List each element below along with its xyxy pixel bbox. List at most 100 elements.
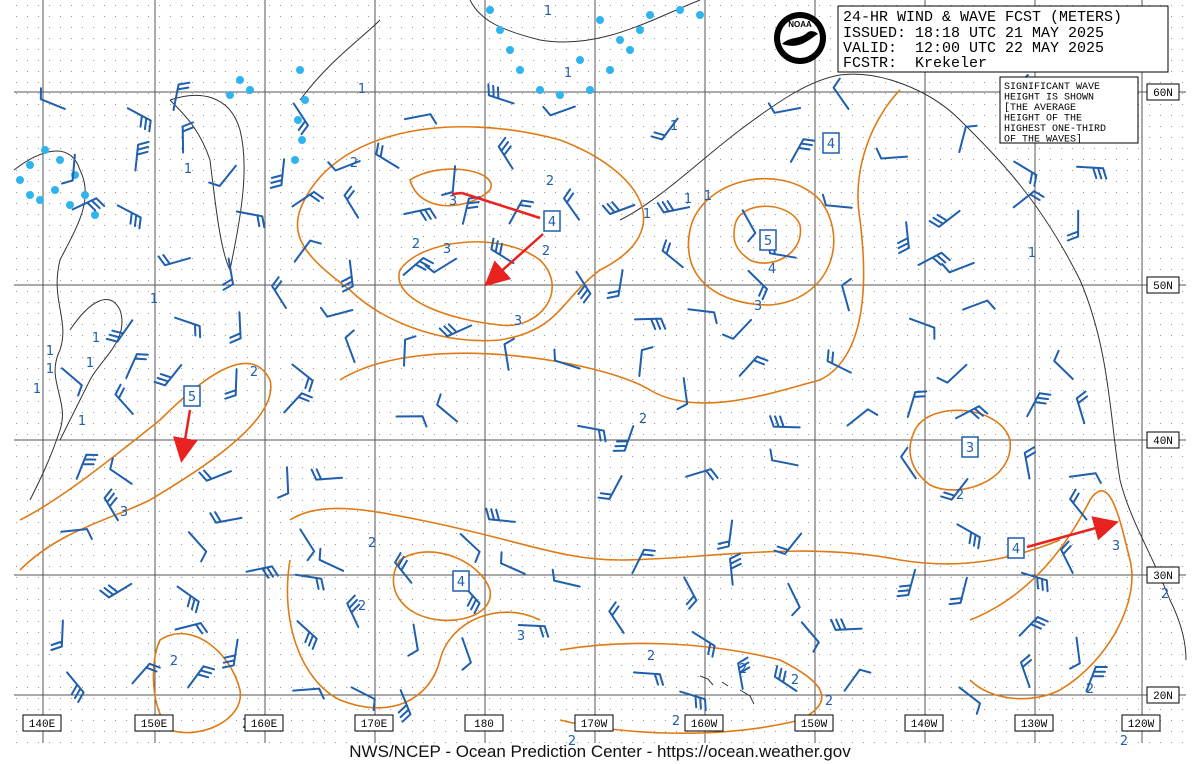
wind-barb — [157, 254, 191, 267]
contour-label: 1 — [78, 414, 86, 429]
lon-label-box — [574, 714, 614, 732]
wind-barb — [340, 259, 354, 293]
ice-dot — [41, 146, 49, 154]
wind-barb — [608, 601, 625, 634]
wind-barb — [344, 329, 356, 364]
wind-barb — [737, 656, 751, 690]
wind-barb — [1020, 654, 1032, 688]
wind-barb — [487, 83, 515, 105]
header-issued: ISSUED: 18:18 UTC 21 MAY 2025 — [843, 25, 1104, 42]
wind-barb — [517, 624, 550, 638]
wind-barb — [172, 81, 191, 111]
wind-barb — [461, 637, 472, 671]
ice-dot — [36, 196, 44, 204]
wind-barb — [403, 335, 417, 367]
coast-hawaii — [699, 675, 755, 705]
lon-label: 160E — [251, 719, 278, 731]
max-label: 5 — [188, 390, 196, 405]
wind-barb — [105, 319, 134, 343]
max-box — [183, 385, 201, 407]
wind-barb — [221, 257, 234, 291]
lon-label-box — [1121, 714, 1161, 732]
wind-barb — [563, 188, 580, 221]
lat-label: 30N — [1153, 571, 1173, 583]
motion-arrow — [451, 191, 541, 220]
contour-label: 2 — [368, 536, 376, 551]
contour-label: 1 — [33, 382, 41, 397]
ice-dot — [676, 6, 684, 14]
wind-barb — [187, 531, 208, 563]
wind-barb — [906, 390, 928, 418]
contour-label: 2 — [639, 412, 647, 427]
max-label: 4 — [1012, 542, 1020, 557]
wind-barb — [1069, 488, 1088, 521]
lon-label-box — [1014, 714, 1054, 732]
contour-label: 2 — [647, 649, 655, 664]
ice-dot — [294, 116, 302, 124]
lon-label: 130W — [1021, 719, 1048, 731]
wind-barb — [50, 619, 64, 651]
contour-label: 1 — [544, 4, 552, 19]
wind-barb — [99, 582, 133, 599]
wind-barb — [310, 468, 344, 481]
coast-asia — [13, 150, 86, 501]
wind-barb — [174, 622, 208, 635]
coast-north — [299, 0, 701, 101]
wind-barb — [1020, 571, 1049, 593]
wind-barb — [769, 415, 801, 429]
wind-barb — [687, 308, 718, 325]
ice-dot — [296, 66, 304, 74]
wind-barb — [187, 665, 216, 689]
contour-label: 2 — [412, 237, 420, 252]
max-label: 4 — [457, 575, 465, 590]
wind-barb — [395, 415, 428, 428]
lon-label: 160W — [691, 719, 718, 731]
wind-barb — [936, 363, 968, 384]
lat-label: 60N — [1153, 88, 1173, 100]
wind-barb — [103, 488, 119, 522]
wind-barb — [403, 207, 437, 221]
wind-barb — [634, 317, 667, 331]
lat-label: 40N — [1153, 436, 1173, 448]
wind-barb — [821, 193, 853, 209]
wind-barb — [318, 547, 345, 572]
wind-barb — [503, 337, 515, 371]
ice-dot — [506, 46, 514, 54]
ice-dot — [16, 176, 24, 184]
wind-barb — [235, 210, 266, 229]
note-line: SIGNIFICANT WAVE — [1004, 82, 1100, 93]
wind-barb — [134, 140, 150, 172]
wind-barb — [397, 689, 412, 723]
lon-label: 120W — [1128, 719, 1155, 731]
motion-arrow — [172, 409, 198, 463]
wind-barb — [650, 117, 679, 141]
contour-label: 2 — [956, 488, 964, 503]
wind-barb — [908, 317, 936, 340]
wind-barb — [283, 392, 313, 414]
contour-label: 1 — [1028, 246, 1036, 261]
wind-barb — [826, 349, 852, 374]
wind-barb — [497, 136, 514, 170]
contour-label: 3 — [443, 242, 451, 257]
max-label: 3 — [966, 441, 974, 456]
ice-dot — [226, 91, 234, 99]
ice-dot — [91, 211, 99, 219]
note-line: [THE AVERAGE — [1004, 102, 1076, 114]
wind-barb — [490, 237, 515, 265]
motion-arrow — [484, 233, 544, 287]
wind-barb — [542, 105, 576, 117]
ice-dot — [236, 76, 244, 84]
contour-label: 1 — [92, 331, 100, 346]
max-box — [961, 436, 979, 458]
contour-label: 3 — [517, 629, 525, 644]
header-box — [837, 5, 1169, 73]
contour-label: 2 — [739, 662, 747, 677]
wave-contour — [296, 125, 645, 342]
max-label: 5 — [764, 234, 772, 249]
lon-label: 140W — [911, 719, 938, 731]
wind-barb — [131, 662, 161, 685]
wind-barb — [291, 190, 324, 208]
wind-barb — [1060, 540, 1074, 574]
wave-contour — [969, 490, 1133, 700]
contour-label: 4 — [768, 262, 776, 277]
